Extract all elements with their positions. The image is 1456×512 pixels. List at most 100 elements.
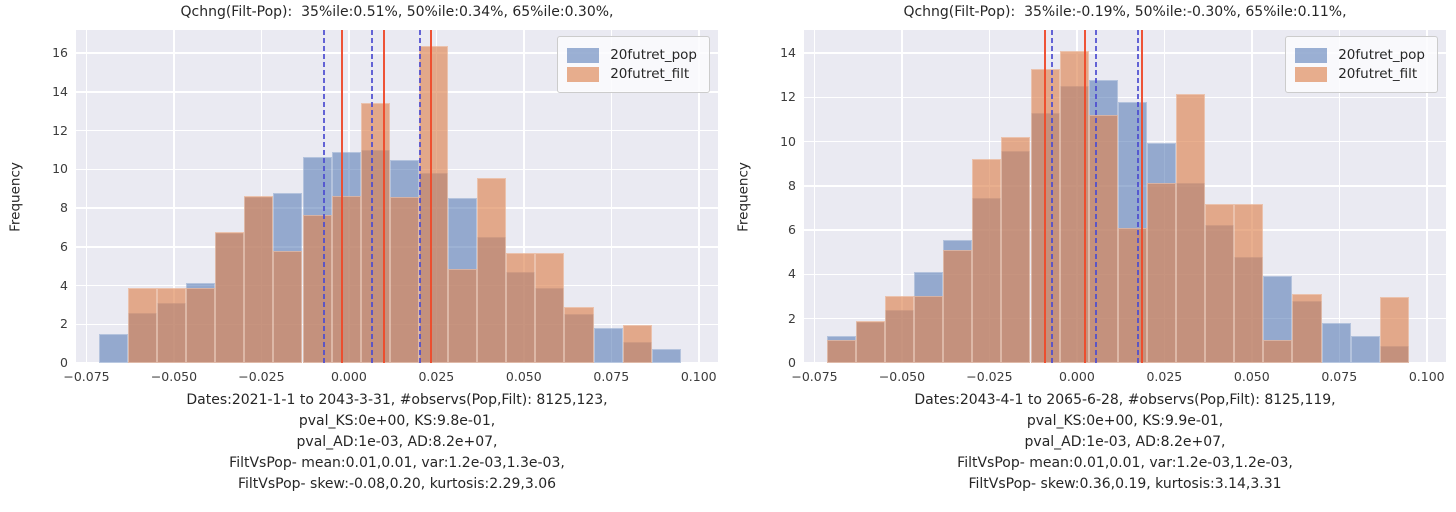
legend-label-pop: 20futret_pop bbox=[1338, 47, 1425, 63]
bar-pop bbox=[98, 333, 128, 363]
bar-filt bbox=[1001, 137, 1031, 363]
x-tick-label: −0.075 bbox=[791, 369, 838, 384]
gridline-vertical bbox=[813, 30, 816, 363]
bar-filt bbox=[943, 250, 973, 363]
legend-item-filt: 20futret_filt bbox=[1295, 66, 1425, 82]
y-tick-label: 14 bbox=[52, 83, 68, 99]
bar-filt bbox=[127, 288, 157, 363]
x-tick-label: 0.000 bbox=[1058, 369, 1095, 384]
histogram-bars-filt bbox=[76, 30, 718, 363]
bar-filt bbox=[477, 178, 507, 363]
histogram-bars-filt bbox=[804, 30, 1446, 363]
legend: 20futret_pop 20futret_filt bbox=[1285, 36, 1438, 93]
bar-filt bbox=[331, 195, 361, 363]
y-tick-label: 8 bbox=[60, 200, 68, 216]
filt-percentile-line bbox=[382, 30, 385, 363]
x-axis-label-line: Dates:2043-4-1 to 2065-6-28, #observs(Po… bbox=[914, 392, 1336, 408]
filt-percentile-line bbox=[429, 30, 432, 363]
y-tick-label: 0 bbox=[60, 355, 68, 370]
filt-percentile-line bbox=[1084, 30, 1087, 363]
bar-filt bbox=[506, 252, 536, 363]
bar-filt bbox=[215, 232, 245, 363]
x-tick-label: 0.000 bbox=[330, 369, 367, 384]
legend-item-filt: 20futret_filt bbox=[567, 66, 697, 82]
gridline-vertical bbox=[523, 30, 525, 363]
gridline-vertical bbox=[85, 30, 88, 363]
legend-swatch-filt-icon bbox=[567, 66, 600, 82]
legend-label-filt: 20futret_filt bbox=[610, 66, 690, 82]
gridline-vertical bbox=[901, 30, 903, 363]
x-tick-label: 0.100 bbox=[1408, 369, 1445, 384]
bar-filt bbox=[826, 339, 856, 363]
bar-filt bbox=[302, 214, 332, 363]
bar-filt bbox=[360, 102, 390, 363]
x-tick-label: −0.050 bbox=[878, 369, 926, 384]
gridline-horizontal bbox=[804, 52, 1446, 54]
percentile-lines bbox=[804, 30, 1446, 363]
chart-title: Qchng(Filt-Pop): 35%ile:-0.19%, 50%ile:-… bbox=[903, 4, 1347, 20]
legend-label-filt: 20futret_filt bbox=[1338, 66, 1418, 82]
legend-label-pop: 20futret_pop bbox=[610, 47, 697, 63]
bar-filt bbox=[1088, 115, 1118, 363]
bar-filt bbox=[156, 288, 187, 363]
bar-pop bbox=[1350, 336, 1380, 363]
chart-title: Qchng(Filt-Pop): 35%ile:0.51%, 50%ile:0.… bbox=[180, 4, 614, 20]
bar-filt bbox=[1205, 203, 1235, 363]
gridline-vertical bbox=[698, 30, 700, 363]
x-axis-label-line: FiltVsPop- mean:0.01,0.01, var:1.2e-03,1… bbox=[229, 455, 565, 471]
y-tick-label: 16 bbox=[52, 45, 68, 61]
x-tick-label: 0.025 bbox=[1146, 369, 1183, 384]
x-tick-label: 0.075 bbox=[593, 369, 630, 384]
x-tick-label: 0.025 bbox=[418, 369, 455, 384]
y-tick-label: 6 bbox=[60, 238, 68, 254]
gridline-vertical bbox=[1426, 30, 1428, 363]
gridline-horizontal bbox=[76, 129, 718, 132]
x-tick-label: −0.050 bbox=[150, 369, 198, 384]
x-axis-label-line: pval_AD:1e-03, AD:8.2e+07, bbox=[1024, 434, 1226, 450]
filt-percentile-line bbox=[1140, 30, 1143, 363]
bar-filt bbox=[535, 252, 565, 363]
gridline-vertical bbox=[1338, 30, 1341, 363]
legend-item-pop: 20futret_pop bbox=[567, 47, 697, 63]
bar-filt bbox=[418, 45, 449, 363]
y-tick-label: 4 bbox=[788, 266, 796, 282]
pop-percentile-line bbox=[1050, 30, 1053, 363]
y-tick-label: 8 bbox=[788, 177, 796, 193]
y-tick-label: 14 bbox=[780, 45, 796, 61]
bar-filt bbox=[1263, 339, 1293, 363]
gridline-vertical bbox=[1251, 30, 1253, 363]
pop-percentile-line bbox=[419, 30, 422, 363]
legend-swatch-pop-icon bbox=[1295, 47, 1328, 63]
x-axis-label-line: FiltVsPop- mean:0.01,0.01, var:1.2e-03,1… bbox=[957, 455, 1293, 471]
x-tick-label: −0.075 bbox=[63, 369, 110, 384]
y-tick-label: 12 bbox=[52, 122, 68, 138]
plot-area: 20futret_pop 20futret_filt bbox=[804, 30, 1446, 364]
x-tick-label: 0.050 bbox=[505, 369, 542, 384]
legend: 20futret_pop 20futret_filt bbox=[557, 36, 710, 93]
x-axis-label: Dates:2021-1-1 to 2043-3-31, #observs(Po… bbox=[76, 390, 718, 495]
legend-swatch-filt-icon bbox=[1295, 66, 1328, 82]
bar-filt bbox=[1059, 51, 1089, 363]
pop-percentile-line bbox=[1094, 30, 1097, 363]
bar-filt bbox=[564, 306, 594, 363]
bar-filt bbox=[1176, 94, 1206, 363]
bar-filt bbox=[273, 250, 303, 363]
y-tick-label: 2 bbox=[60, 316, 68, 332]
x-tick-label: −0.025 bbox=[238, 369, 285, 384]
bar-filt bbox=[389, 196, 419, 363]
bar-filt bbox=[244, 195, 274, 363]
percentile-lines bbox=[76, 30, 718, 363]
chart-right: Qchng(Filt-Pop): 35%ile:-0.19%, 50%ile:-… bbox=[728, 0, 1456, 512]
legend-item-pop: 20futret_pop bbox=[1295, 47, 1425, 63]
filt-percentile-line bbox=[1044, 30, 1047, 363]
y-tick-label: 10 bbox=[52, 161, 68, 177]
gridline-horizontal bbox=[76, 362, 718, 364]
x-axis-label-line: FiltVsPop- skew:-0.08,0.20, kurtosis:2.2… bbox=[237, 476, 557, 492]
x-tick-label: 0.050 bbox=[1233, 369, 1270, 384]
x-axis-label-line: pval_KS:0e+00, KS:9.8e-01, bbox=[298, 413, 496, 429]
x-tick-label: 0.100 bbox=[680, 369, 717, 384]
y-tick-label: 10 bbox=[780, 133, 796, 149]
bar-filt bbox=[622, 325, 652, 363]
bar-filt bbox=[972, 159, 1002, 363]
